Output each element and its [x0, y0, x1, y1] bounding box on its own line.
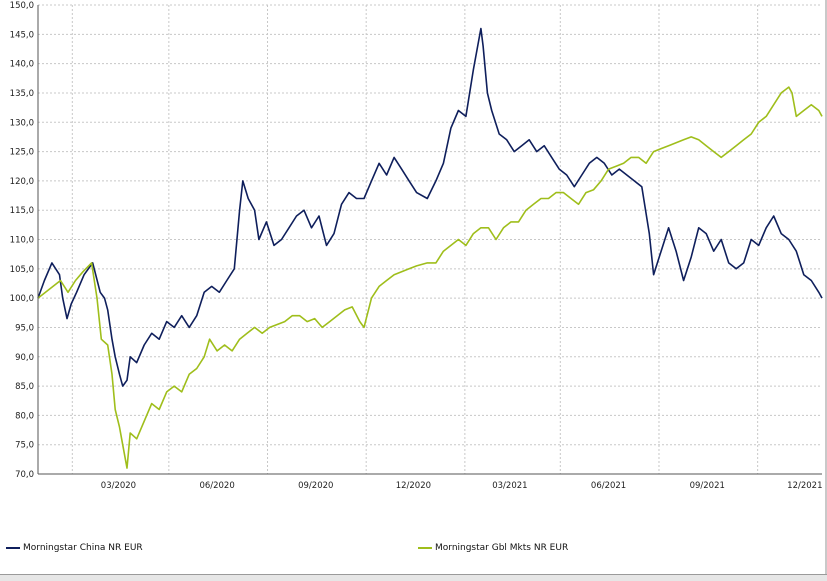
y-tick-label: 100,0 [10, 294, 34, 304]
series-line-china [37, 27, 823, 387]
x-tick-label: 12/2021 [787, 481, 822, 491]
axes: 70,0 75,0 80,0 85,0 90,0 95,0 100,0 105,0 110,0 1… [10, 1, 823, 491]
y-tick-label: 115,0 [10, 206, 34, 216]
legend-item-china: Morningstar China NR EUR [6, 543, 143, 553]
legend-label-global: Morningstar Gbl Mkts NR EUR [435, 543, 569, 553]
legend-swatch-china [6, 547, 20, 549]
y-tick-label: 125,0 [10, 148, 34, 158]
y-tick-label: 140,0 [10, 60, 34, 70]
y-tick-label: 70,0 [15, 470, 34, 480]
x-tick-label: 06/2021 [591, 481, 626, 491]
legend-label-china: Morningstar China NR EUR [23, 543, 143, 553]
x-tick-label: 12/2020 [396, 481, 431, 491]
y-tick-label: 85,0 [15, 382, 34, 392]
y-tick-label: 130,0 [10, 118, 34, 128]
y-tick-label: 110,0 [10, 236, 34, 246]
series-layer [37, 27, 823, 469]
bottom-status-bar [0, 574, 827, 581]
y-tick-label: 120,0 [10, 177, 34, 187]
series-line-global [37, 86, 823, 469]
y-tick-label: 135,0 [10, 89, 34, 99]
x-tick-label: 09/2021 [690, 481, 725, 491]
y-tick-label: 90,0 [15, 353, 34, 363]
y-tick-label: 105,0 [10, 265, 34, 275]
y-tick-label: 150,0 [10, 1, 34, 11]
y-tick-label: 145,0 [10, 30, 34, 40]
legend-swatch-global [418, 547, 432, 549]
legend-item-global: Morningstar Gbl Mkts NR EUR [418, 543, 568, 553]
x-tick-label: 03/2021 [492, 481, 527, 491]
x-tick-label: 09/2020 [298, 481, 333, 491]
grid-lines [38, 4, 822, 475]
window-right-border [825, 0, 827, 574]
x-tick-label: 03/2020 [101, 481, 136, 491]
x-tick-label: 06/2020 [199, 481, 234, 491]
y-tick-label: 75,0 [15, 441, 34, 451]
y-tick-label: 80,0 [15, 411, 34, 421]
y-tick-label: 95,0 [15, 323, 34, 333]
